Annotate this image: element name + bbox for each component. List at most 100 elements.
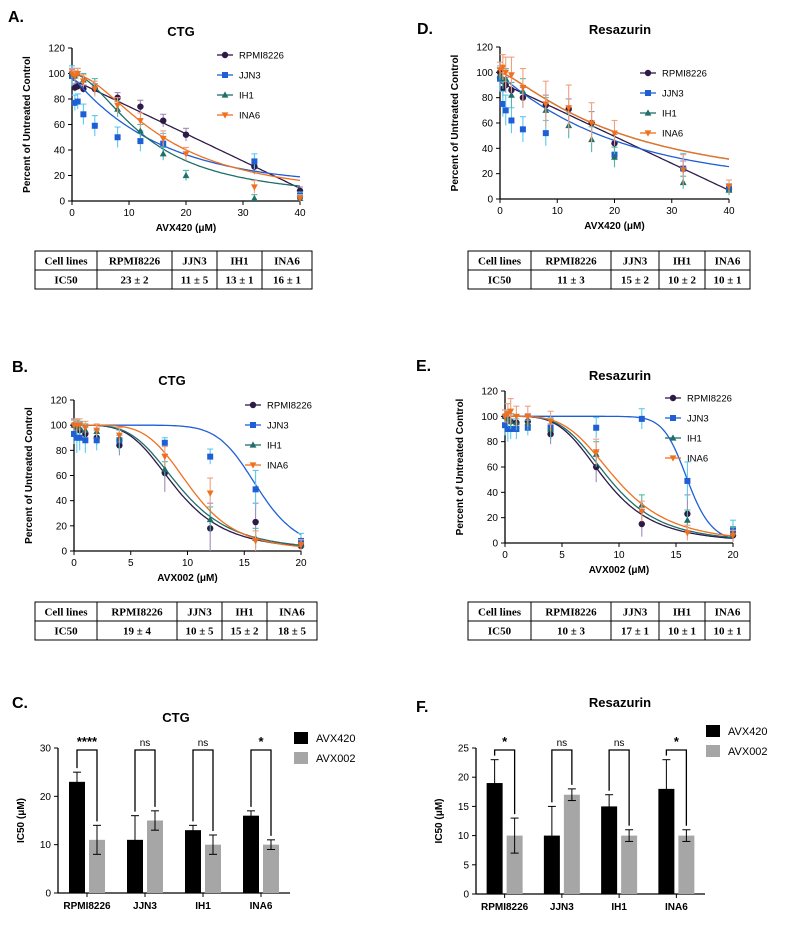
data-point-ih1 (206, 515, 214, 523)
table-cell: 23 ± 2 (120, 275, 149, 287)
y-axis-label: Percent of Untreated Control (24, 407, 35, 544)
table-cell: 15 ± 2 (230, 626, 259, 638)
significance-bracket (551, 749, 573, 803)
table-header-cell: RPMI8226 (545, 256, 597, 268)
legend-label-ih1: IH1 (687, 434, 702, 445)
data-point-jjn3 (137, 138, 144, 145)
fit-curve-jjn3 (71, 75, 301, 178)
panel-e: E. Resazurin 0 20 40 60 80 100 120 0 5 10 15 20 AVX002… (416, 358, 751, 641)
y-tick-label: 80 (482, 93, 494, 104)
data-point-ina6 (524, 413, 532, 420)
panel-d: D. Resazurin 0 20 40 60 80 100 120 0 10 20 30 40 AVX42… (417, 21, 751, 290)
y-tick-label: 120 (50, 396, 67, 407)
legend-swatch-avx002 (294, 752, 308, 764)
bar-avx002-ina6 (678, 835, 695, 894)
table-cell: IC50 (488, 275, 512, 287)
panel-c: C. CTG 0 10 20 30 IC50 (μM) **** RPMI8226 ns JJN3 n… (12, 695, 356, 912)
y-tick-label: 10 (40, 840, 52, 851)
data-point-ina6 (542, 101, 550, 108)
data-point-ih1 (251, 194, 258, 202)
x-axis-label: AVX002 (μM) (157, 573, 217, 584)
y-tick-label: 20 (487, 513, 499, 524)
bar-avx420-jjn3 (127, 839, 143, 893)
y-axis-label: Percent of Untreated Control (450, 54, 461, 191)
y-tick-label: 40 (54, 146, 66, 157)
y-tick-label: 20 (458, 773, 470, 784)
y-tick-label: 15 (458, 802, 470, 813)
legend-marker (249, 401, 257, 409)
legend-marker (249, 462, 257, 469)
data-point-ina6 (76, 422, 84, 429)
legend-marker (669, 394, 677, 402)
data-point-ina6 (547, 418, 554, 425)
legend-label-jjn3: JJN3 (239, 71, 261, 82)
table-cell: 16 ± 1 (273, 275, 301, 287)
data-point-jjn3 (508, 117, 515, 124)
data-point-ina6 (161, 454, 169, 461)
table-header-cell: Cell lines (478, 607, 522, 619)
legend-label-rpmi8226: RPMI8226 (239, 51, 284, 62)
data-point-ih1 (182, 171, 190, 179)
table-cell: IC50 (488, 626, 512, 638)
data-point-ina6 (638, 508, 646, 515)
panel-letter: A. (8, 9, 24, 26)
significance-bracket (76, 749, 98, 822)
data-point-rpmi8226 (252, 518, 259, 526)
bar-avx002-jjn3 (147, 820, 163, 893)
data-point-rpmi8226 (137, 103, 144, 110)
data-point-jjn3 (207, 453, 214, 460)
panel-f: F. Resazurin 0 5 10 15 20 25 IC50 (μM) * RPMI8226 n… (416, 695, 768, 913)
data-point-jjn3 (684, 477, 691, 484)
data-point-ina6 (297, 542, 305, 549)
table-header-cell: JJN3 (623, 256, 648, 268)
data-point-ina6 (251, 184, 258, 191)
data-point-ina6 (592, 449, 600, 456)
data-point-ina6 (565, 105, 573, 112)
x-axis-label: AVX420 (μM) (156, 223, 216, 234)
data-point-jjn3 (161, 439, 168, 446)
x-tick-label: 10 (613, 550, 625, 561)
bar-avx420-ina6 (243, 815, 259, 893)
data-point-jjn3 (502, 422, 508, 429)
x-tick-label: 20 (295, 558, 307, 569)
data-point-jjn3 (93, 437, 100, 444)
data-point-rpmi8226 (182, 131, 190, 138)
data-point-jjn3 (76, 434, 83, 441)
x-tick-label: 15 (239, 558, 251, 569)
data-point-ina6 (496, 67, 504, 74)
table-cell: 19 ± 4 (123, 626, 152, 638)
y-tick-label: 120 (476, 43, 493, 54)
ic50-table: Cell lines IC50 RPMI8226 19 ± 4 JJN3 10 ± 5 IH… (34, 601, 318, 641)
data-point-ih1 (508, 91, 515, 98)
chart-title: CTG (162, 710, 189, 725)
data-point-jjn3 (251, 158, 258, 165)
significance-label: ns (614, 738, 625, 749)
y-tick-label: 20 (56, 521, 68, 532)
data-point-ina6 (588, 120, 595, 127)
x-tick-label: 10 (123, 208, 135, 219)
y-tick-label: 0 (61, 547, 67, 558)
legend-marker (221, 51, 229, 59)
data-point-ina6 (679, 167, 687, 174)
significance-label: ns (557, 738, 568, 749)
legend-label-rpmi8226: RPMI8226 (662, 69, 707, 80)
y-tick-label: 120 (481, 387, 498, 398)
legend-label-avx420: AVX420 (316, 733, 356, 745)
x-tick-label: 40 (723, 206, 735, 217)
y-tick-label: 0 (59, 197, 65, 208)
data-point-rpmi8226 (160, 117, 167, 124)
data-point-ina6 (137, 118, 144, 125)
table-header-cell: IH1 (673, 607, 691, 619)
legend-marker (249, 441, 257, 448)
data-point-jjn3 (502, 107, 509, 114)
panel-b: B. CTG 0 20 40 60 80 100 120 0 5 10 15 20 AVX002 (μM) P… (12, 359, 318, 641)
fit-curve-ina6 (74, 424, 302, 548)
table-cell: 10 ± 1 (713, 275, 741, 287)
significance-label: ns (140, 738, 151, 749)
y-axis-label: IC50 (μM) (434, 798, 445, 843)
table-header-cell: INA6 (274, 256, 300, 268)
panel-letter: B. (12, 359, 28, 376)
data-point-rpmi8226 (638, 520, 645, 528)
y-axis-label: Percent of Untreated Control (22, 56, 33, 193)
data-point-ina6 (116, 432, 123, 439)
